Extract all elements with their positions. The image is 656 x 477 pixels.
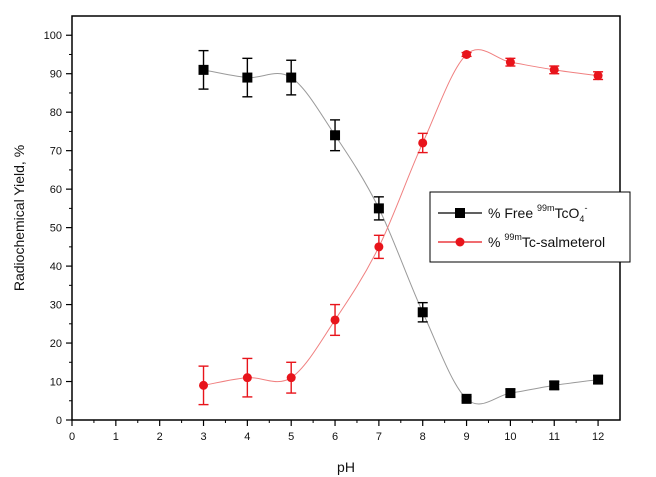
y-axis-label: Radiochemical Yield, % xyxy=(11,145,27,291)
data-point xyxy=(242,72,253,83)
data-point xyxy=(330,315,340,325)
x-tick-label: 10 xyxy=(504,431,516,443)
x-tick-label: 8 xyxy=(420,431,426,443)
x-tick-label: 1 xyxy=(113,431,119,443)
legend-label-tc-salmeterol: % 99mTc-salmeterol xyxy=(488,232,605,250)
x-tick-label: 9 xyxy=(463,431,469,443)
data-point xyxy=(593,374,604,385)
data-point xyxy=(549,65,559,75)
y-tick-label: 60 xyxy=(50,184,62,196)
y-tick-label: 90 xyxy=(50,69,62,81)
series-layer xyxy=(198,49,604,406)
legend-label-part: TcO xyxy=(555,205,580,221)
data-point xyxy=(462,49,472,59)
legend-label-sup: - xyxy=(584,203,587,213)
y-tick-label: 80 xyxy=(50,107,62,119)
data-point xyxy=(418,138,428,148)
data-point xyxy=(505,388,516,399)
legend-label-part: Tc-salmeterol xyxy=(522,234,605,250)
x-axis-label: pH xyxy=(337,459,355,475)
data-point xyxy=(199,380,209,390)
y-axis-ticks: 0 10 20 30 40 50 60 70 80 90 100 xyxy=(44,30,72,427)
y-tick-label: 10 xyxy=(50,377,62,389)
data-point xyxy=(198,64,209,75)
data-point xyxy=(286,72,297,83)
x-tick-label: 0 xyxy=(69,431,75,443)
y-tick-label: 100 xyxy=(44,30,62,42)
y-tick-label: 0 xyxy=(56,415,62,427)
x-tick-label: 6 xyxy=(332,431,338,443)
y-tick-label: 20 xyxy=(50,338,62,350)
y-tick-label: 30 xyxy=(50,300,62,312)
data-point xyxy=(373,203,384,214)
data-point xyxy=(417,307,428,318)
legend-label-sub: 4 xyxy=(579,214,584,224)
data-point xyxy=(330,130,341,141)
x-axis-ticks: 0 1 2 3 4 5 6 7 8 9 10 11 12 xyxy=(69,420,604,443)
legend-marker-free-pertechnetate xyxy=(455,208,465,218)
data-point xyxy=(593,71,603,81)
data-point xyxy=(549,380,560,391)
x-tick-label: 12 xyxy=(592,431,604,443)
legend-label-free-pertechnetate: % Free 99mTcO4- xyxy=(488,203,587,224)
x-tick-label: 3 xyxy=(200,431,206,443)
series-line xyxy=(203,49,599,386)
x-tick-label: 7 xyxy=(376,431,382,443)
x-tick-label: 4 xyxy=(244,431,250,443)
data-point xyxy=(374,242,384,252)
legend-label-part: % xyxy=(488,234,504,250)
series-1 xyxy=(198,49,604,406)
legend: % Free 99mTcO4- % 99mTc-salmeterol xyxy=(429,191,631,263)
legend-label-part: % Free xyxy=(488,205,537,221)
legend-label-sup: 99m xyxy=(537,203,555,213)
series-0 xyxy=(198,49,604,405)
x-tick-label: 11 xyxy=(549,431,560,443)
data-point xyxy=(286,373,296,383)
legend-label-sup: 99m xyxy=(504,232,522,242)
data-point xyxy=(461,393,472,404)
y-tick-label: 70 xyxy=(50,146,62,158)
data-point xyxy=(505,57,515,67)
series-line xyxy=(203,69,599,405)
legend-marker-tc-salmeterol xyxy=(455,237,465,247)
y-tick-label: 40 xyxy=(50,261,62,273)
x-tick-label: 5 xyxy=(288,431,294,443)
x-tick-label: 2 xyxy=(157,431,163,443)
data-point xyxy=(242,373,252,383)
y-tick-label: 50 xyxy=(50,223,62,235)
legend-box xyxy=(429,191,631,263)
